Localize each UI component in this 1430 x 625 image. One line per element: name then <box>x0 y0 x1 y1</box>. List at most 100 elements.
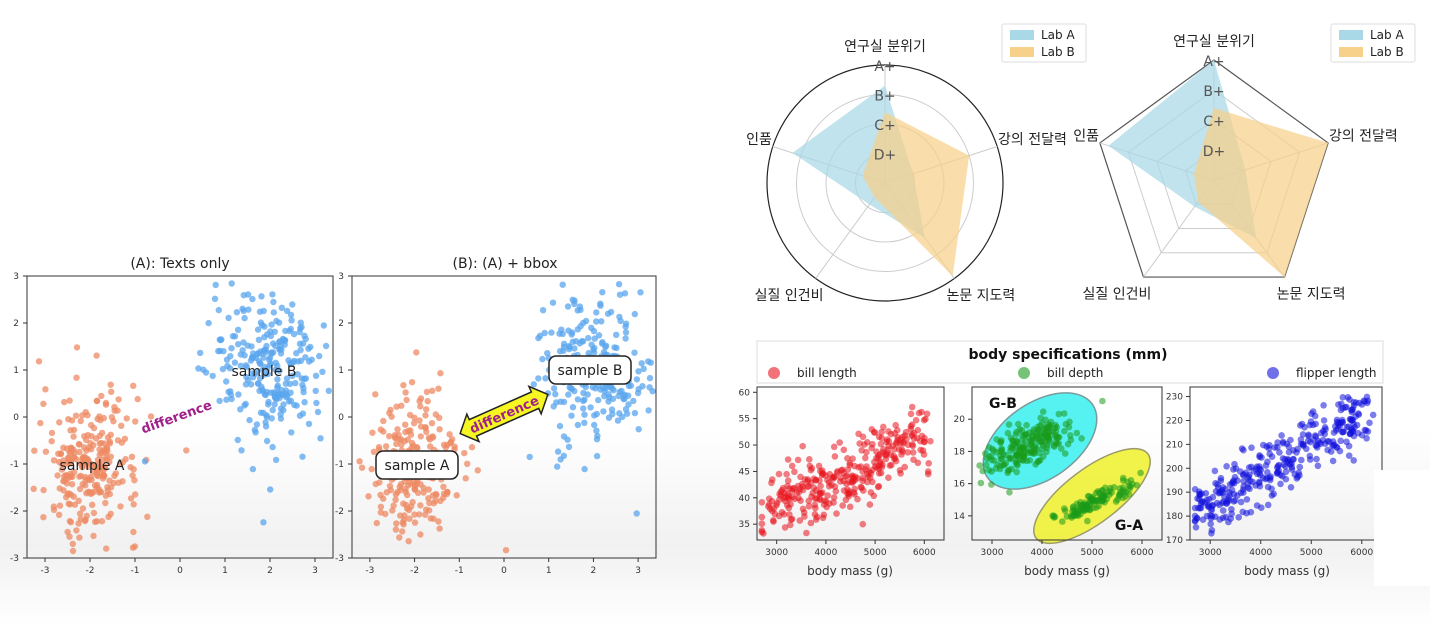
sample-a-point <box>372 391 379 398</box>
sample-a-point <box>127 495 135 502</box>
sample-b-point <box>287 311 295 319</box>
data-point <box>1243 496 1251 503</box>
data-point <box>1061 427 1068 435</box>
y-tick-label: 2 <box>338 319 344 329</box>
sample-a-point <box>183 447 190 454</box>
data-point <box>878 428 885 436</box>
data-point <box>1339 394 1347 401</box>
sample-b-point <box>277 350 285 357</box>
x-tick-label: -1 <box>131 566 140 576</box>
sample-a-point <box>377 503 385 510</box>
sample-a-point <box>111 472 118 480</box>
sample-a-point <box>402 428 409 436</box>
legend-swatch-lab-a <box>1339 30 1363 40</box>
data-point <box>781 524 789 531</box>
sample-b-point <box>554 448 562 455</box>
sample-b-point <box>550 385 558 392</box>
data-point <box>855 464 862 471</box>
sample-a-point <box>40 486 47 494</box>
bill-length-ticks: 3000 4000 5000 6000 60 55 50 45 40 35 <box>739 388 936 558</box>
sample-a-point <box>68 417 76 424</box>
sample-b-point <box>233 309 241 316</box>
y-tick-label: 220 <box>1166 416 1183 426</box>
data-point <box>1015 420 1022 428</box>
sample-a-point <box>382 443 390 450</box>
sample-b-point <box>228 280 235 287</box>
data-point <box>988 456 995 464</box>
data-point <box>1237 498 1245 506</box>
sample-a-point <box>423 388 431 396</box>
data-point <box>1086 501 1093 509</box>
data-point <box>883 436 891 443</box>
panel-b-bbox-sample-a <box>375 450 459 480</box>
y-tick-label: -2 <box>10 507 19 517</box>
sample-b-point <box>274 384 281 391</box>
sample-b-point <box>264 370 272 378</box>
x-tick-label: -3 <box>41 566 50 576</box>
sample-a-point <box>144 513 151 520</box>
x-tick-label: 0 <box>501 566 507 576</box>
data-point <box>840 446 848 454</box>
sample-b-point <box>595 396 602 404</box>
x-tick-label: -1 <box>455 566 464 576</box>
data-point <box>1211 467 1219 475</box>
sample-a-point <box>147 413 155 420</box>
legend-swatch-lab-b <box>1339 47 1363 57</box>
sample-a-point <box>71 453 78 461</box>
sample-b-point <box>625 401 632 408</box>
sample-b-point <box>557 456 564 463</box>
legend-label-lab-a: Lab A <box>1370 28 1404 42</box>
data-point <box>1119 494 1127 502</box>
legend-box <box>756 340 1384 384</box>
sample-b-point <box>200 366 207 373</box>
sample-a-point <box>408 503 415 510</box>
sample-b-point <box>289 301 296 308</box>
data-point <box>1310 436 1317 444</box>
data-point <box>1260 441 1267 449</box>
data-point <box>1364 397 1372 405</box>
panel-flipper-length: 3000 4000 5000 6000 230 220 210 200 190 180 170 bo… <box>1166 386 1383 578</box>
y-tick-label: -3 <box>10 554 19 564</box>
data-point <box>811 511 819 518</box>
data-point <box>1244 484 1252 491</box>
sample-b-point <box>571 387 578 395</box>
sample-b-point <box>631 409 639 417</box>
data-point <box>1060 410 1068 417</box>
data-point <box>1252 482 1259 489</box>
sample-b-point <box>622 335 629 342</box>
data-point <box>1231 460 1238 468</box>
data-point <box>1257 471 1264 479</box>
data-point <box>758 520 766 527</box>
sample-a-point <box>65 455 72 462</box>
data-point <box>997 439 1004 446</box>
data-point <box>909 442 917 450</box>
sample-b-point <box>256 374 264 382</box>
sample-a-point <box>396 483 403 491</box>
data-point <box>801 513 808 520</box>
sample-b-point <box>638 360 645 367</box>
data-point <box>1274 444 1281 451</box>
data-point <box>1235 514 1242 521</box>
sample-a-point <box>31 447 38 454</box>
sample-b-point <box>300 388 307 396</box>
data-point <box>1101 484 1109 492</box>
sample-b-point <box>270 389 278 396</box>
sample-a-point <box>85 463 93 471</box>
data-point <box>897 470 904 477</box>
radar-category-label: 인품 <box>1073 129 1099 145</box>
data-point <box>1043 424 1050 431</box>
panel-b-ticks: -3 -2 -1 0 1 2 3 3 2 1 0 -1 -2 -3 <box>335 272 641 576</box>
sample-b-point <box>614 417 622 424</box>
sample-a-point <box>130 501 137 508</box>
sample-b-point <box>219 365 227 373</box>
sample-b-point <box>582 383 589 391</box>
radar-1-legend: Lab A Lab B <box>1001 23 1087 63</box>
sample-b-point <box>591 421 598 429</box>
sample-b-point <box>590 349 598 356</box>
scatter-panel-with-bbox: (B): (A) + bbox -3 -2 -1 0 1 2 3 3 2 1 0 -1 -2 -3 sam… <box>335 256 657 576</box>
sample-b-point <box>261 334 268 341</box>
sample-a-point <box>117 503 124 510</box>
data-point <box>993 448 1000 456</box>
sample-b-point <box>251 426 258 434</box>
sample-b-point <box>299 453 306 460</box>
